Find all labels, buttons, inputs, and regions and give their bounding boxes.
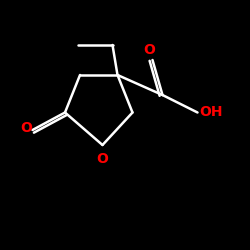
Text: O: O [143, 43, 155, 57]
Text: O: O [20, 120, 32, 134]
Text: O: O [96, 152, 108, 166]
Text: OH: OH [200, 106, 223, 120]
